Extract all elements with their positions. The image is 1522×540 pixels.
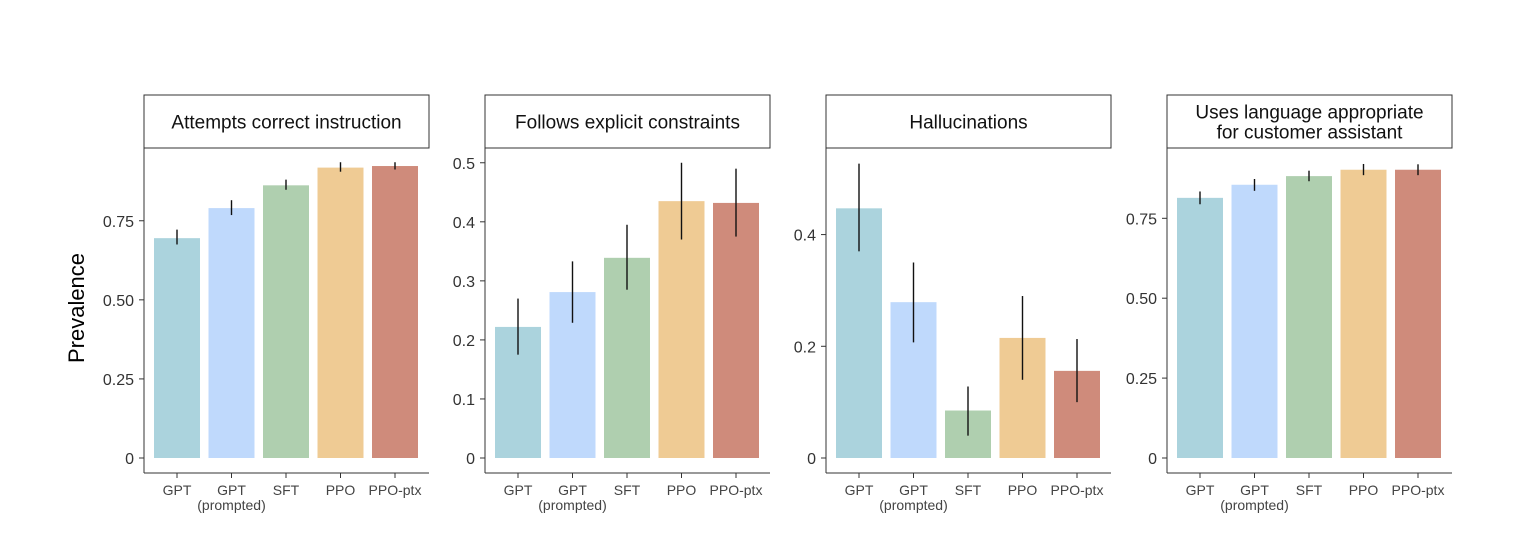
bar-gpt (154, 238, 200, 458)
y-tick-label: 0.3 (453, 274, 475, 291)
y-tick-label: 0 (466, 451, 475, 468)
bar-sft (604, 257, 650, 458)
x-tick-label: GPT (163, 482, 192, 498)
bar-ppo (658, 201, 705, 458)
x-tick-label: GPT (558, 482, 587, 498)
y-tick-label: 0.4 (453, 215, 475, 232)
panel-title: Attempts correct instruction (171, 113, 401, 134)
x-tick-label: GPT (217, 482, 246, 498)
bar-gpt-prompted (1231, 184, 1278, 459)
y-tick-label: 0 (125, 451, 134, 468)
panel-title: Follows explicit constraints (515, 113, 740, 134)
x-tick-label: SFT (614, 482, 641, 498)
panel-1: Attempts correct instruction 0 0.25 0.50 0.7… (103, 94, 430, 513)
x-tick-label: GPT (1240, 482, 1269, 498)
x-tick-label: (prompted) (879, 497, 947, 513)
x-tick-label: GPT (845, 482, 874, 498)
x-tick-label: SFT (273, 482, 300, 498)
y-tick-label: 0 (807, 451, 816, 468)
y-tick-label: 0.25 (1126, 371, 1157, 388)
x-tick-label: PPO (326, 482, 356, 498)
x-tick-label: PPO-ptx (1392, 482, 1445, 498)
bar-ppo-ptx (1395, 169, 1441, 458)
x-tick-label: GPT (899, 482, 928, 498)
bar-ppo (317, 167, 364, 458)
x-tick-label: PPO (667, 482, 697, 498)
y-tick-label: 0.75 (1126, 211, 1157, 228)
x-tick-label: PPO-ptx (710, 482, 763, 498)
panel-title-box (484, 94, 771, 149)
x-tick-label: PPO-ptx (369, 482, 422, 498)
y-tick-label: 0 (1148, 451, 1157, 468)
bar-sft (1286, 176, 1332, 458)
y-tick-label: 0.25 (103, 372, 134, 389)
panel-title: Hallucinations (909, 113, 1027, 134)
y-tick-label: 0.50 (103, 293, 134, 310)
x-tick-label: (prompted) (197, 497, 265, 513)
y-tick-label: 0.5 (453, 156, 475, 173)
y-tick-label: 0.2 (453, 333, 475, 350)
x-tick-label: GPT (1186, 482, 1215, 498)
bar-gpt-prompted (208, 208, 255, 458)
x-tick-label: (prompted) (1220, 497, 1288, 513)
bar-ppo-ptx (713, 202, 759, 458)
bar-sft (263, 185, 309, 458)
bar-ppo-ptx (372, 166, 418, 458)
x-tick-label: PPO (1349, 482, 1379, 498)
y-tick-label: 0.50 (1126, 291, 1157, 308)
y-tick-label: 0.75 (103, 214, 134, 231)
x-tick-label: GPT (504, 482, 533, 498)
x-tick-label: (prompted) (538, 497, 606, 513)
x-tick-label: PPO (1008, 482, 1038, 498)
x-tick-label: PPO-ptx (1051, 482, 1104, 498)
bar-gpt (1177, 197, 1223, 459)
panel-title-box (143, 94, 430, 149)
panel-2: Follows explicit constraints 0 0.1 0.2 0.3 0.… (453, 94, 771, 513)
y-tick-label: 0.2 (794, 339, 816, 356)
panel-title-box (1166, 94, 1453, 149)
y-tick-label: 0.4 (794, 228, 816, 245)
y-tick-label: 0.1 (453, 392, 475, 409)
bar-ppo (1340, 169, 1387, 458)
x-tick-label: SFT (955, 482, 982, 498)
panel-title: Uses language appropriate (1195, 103, 1423, 124)
panel-title: for customer assistant (1217, 123, 1404, 144)
x-tick-label: SFT (1296, 482, 1323, 498)
panels: Attempts correct instruction00.250.500.7… (103, 94, 1453, 513)
y-axis-label: Prevalence (64, 253, 89, 363)
panel-title-box (825, 94, 1112, 149)
